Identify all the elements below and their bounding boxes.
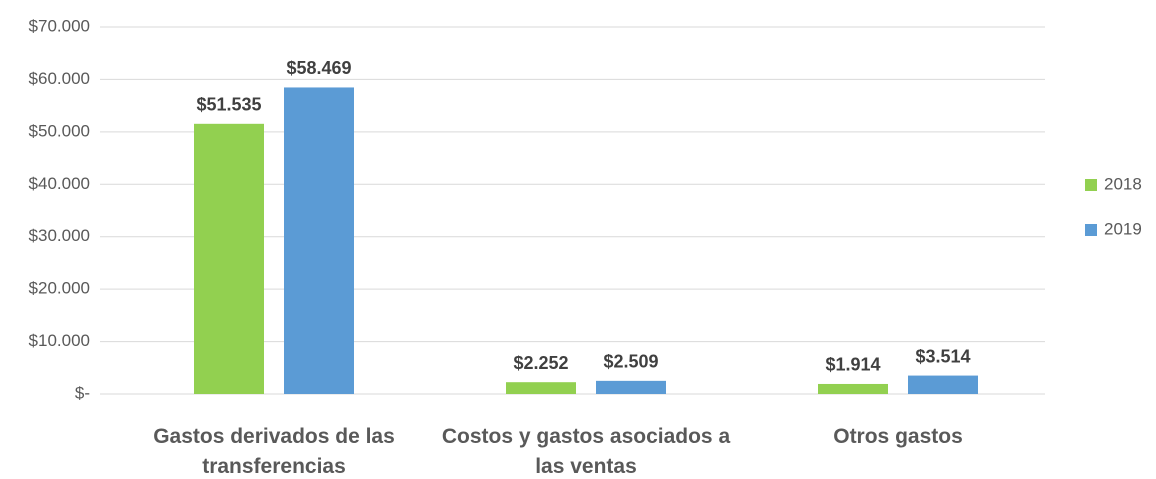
legend-label: 2019 — [1104, 219, 1142, 238]
data-label: $3.514 — [915, 346, 970, 366]
y-tick-label: $40.000 — [29, 174, 90, 193]
bar — [194, 123, 264, 394]
data-label: $51.535 — [196, 95, 261, 115]
data-label: $2.509 — [603, 352, 658, 372]
y-tick-label: $60.000 — [29, 69, 90, 88]
legend-swatch — [1085, 224, 1097, 236]
legend-label: 2018 — [1104, 174, 1142, 193]
y-tick-label: $- — [75, 383, 90, 402]
legend-swatch — [1085, 179, 1097, 191]
y-tick-label: $30.000 — [29, 226, 90, 245]
y-tick-label: $20.000 — [29, 279, 90, 298]
bar — [908, 375, 978, 394]
data-label: $1.914 — [825, 355, 880, 375]
x-tick-label: Costos y gastos asociados a las ventas — [441, 425, 731, 478]
bar — [596, 380, 666, 394]
bar — [506, 382, 576, 394]
y-tick-label: $10.000 — [29, 331, 90, 350]
y-tick-label: $50.000 — [29, 121, 90, 140]
data-label: $58.469 — [286, 58, 351, 78]
bar — [818, 383, 888, 394]
data-label: $2.252 — [513, 353, 568, 373]
y-tick-label: $70.000 — [29, 16, 90, 35]
bar — [284, 87, 354, 394]
x-tick-label: Otros gastos — [833, 425, 963, 448]
x-tick-label: Gastos derivados de las transferencias — [153, 425, 395, 478]
